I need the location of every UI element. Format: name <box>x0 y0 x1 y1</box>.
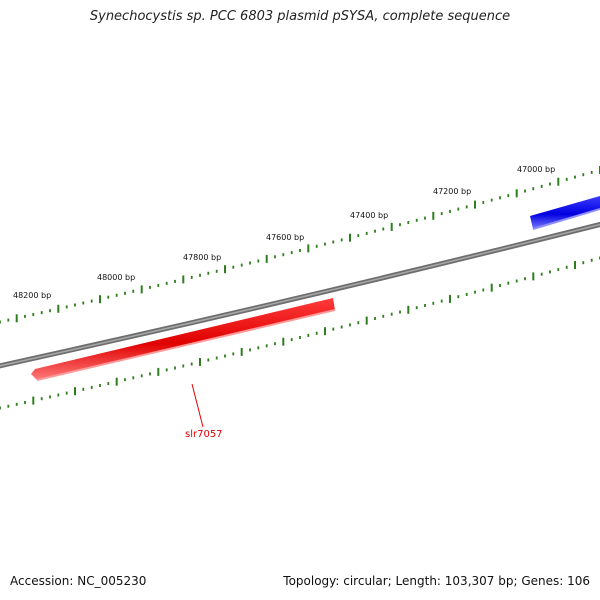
gene-label-slr7057: slr7057 <box>185 429 223 440</box>
topology-info-text: Topology: circular; Length: 103,307 bp; … <box>283 574 590 588</box>
gene-blue[interactable] <box>530 196 600 230</box>
tick-label-47600: 47600 bp <box>266 233 304 242</box>
gene-label-pointer <box>191 383 204 428</box>
plasmid-backbone-highlight <box>0 223 600 367</box>
outer-tick-ring <box>0 166 600 324</box>
tick-label-47800: 47800 bp <box>183 253 221 262</box>
inner-tick-ring <box>0 256 600 410</box>
map-title: Synechocystis sp. PCC 6803 plasmid pSYSA… <box>89 9 511 24</box>
tick-label-47200: 47200 bp <box>433 187 471 196</box>
tick-label-48000: 48000 bp <box>97 273 135 282</box>
tick-label-47400: 47400 bp <box>350 211 388 220</box>
tick-label-47000: 47000 bp <box>517 165 555 174</box>
gene-slr7057[interactable] <box>31 298 336 381</box>
accession-text: Accession: NC_005230 <box>10 574 147 588</box>
tick-label-48200: 48200 bp <box>13 291 51 300</box>
